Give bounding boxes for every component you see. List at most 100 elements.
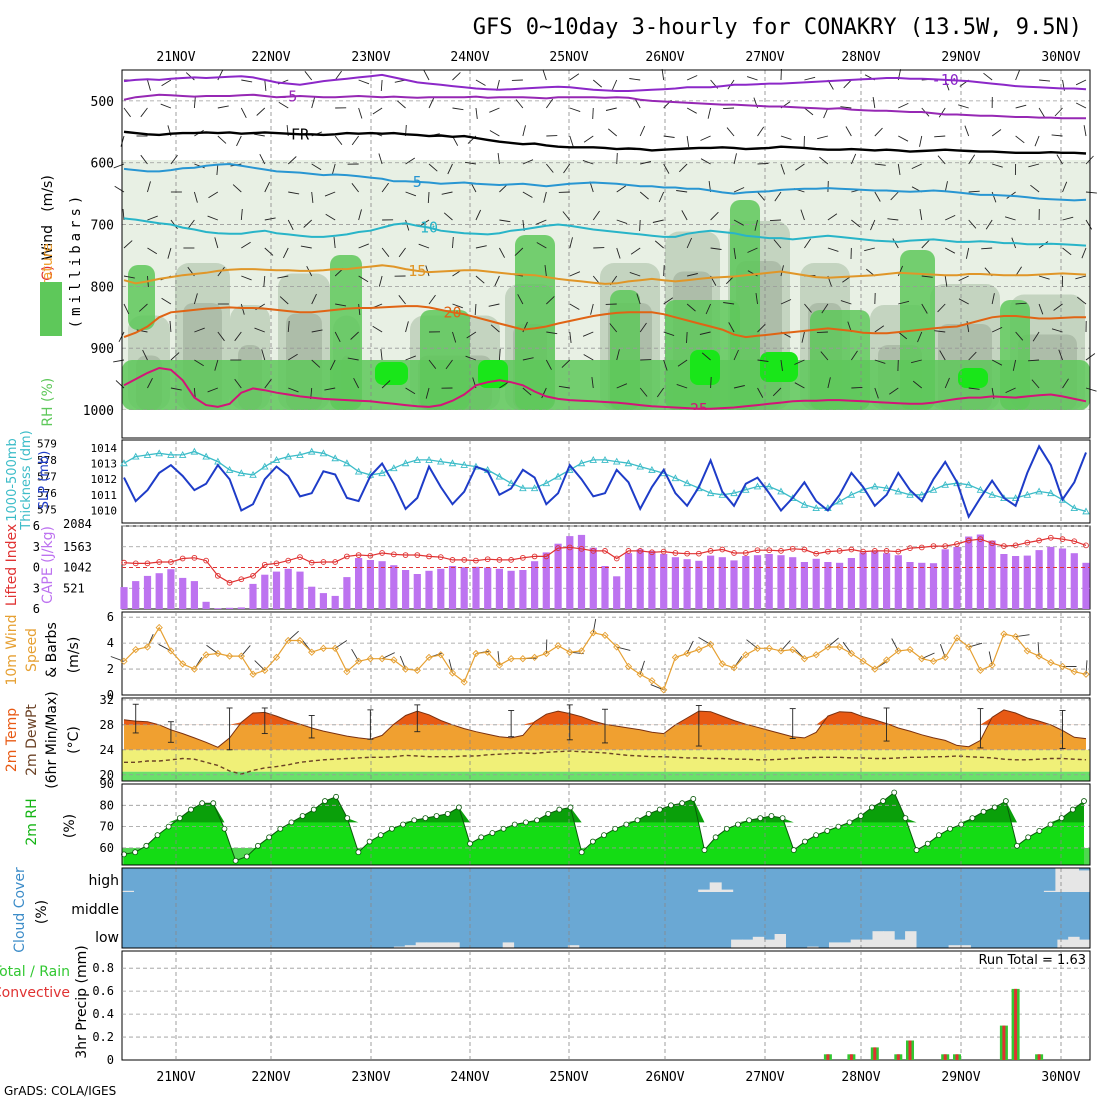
wind-barb: [288, 387, 299, 393]
li-point: [215, 572, 221, 579]
rh-bright-area: [760, 352, 798, 382]
cape-bar: [929, 563, 938, 609]
date-label-top: 24NOV: [450, 50, 489, 65]
wind-barb: [351, 183, 359, 193]
cape-bar: [883, 553, 891, 609]
wind-speed-point: [941, 653, 949, 662]
cape-bar: [507, 570, 515, 609]
rh-point: [958, 821, 965, 828]
wind-speed-point: [918, 655, 926, 663]
wind-barb: [264, 247, 274, 256]
wind-barb: [663, 331, 675, 337]
rh-point: [690, 796, 697, 802]
precip-convective-bar: [849, 1054, 853, 1060]
rh-point: [210, 800, 217, 807]
thickness-point: [460, 460, 468, 468]
wind-speed-point: [824, 643, 832, 651]
thickness-point: [143, 451, 152, 458]
cape-bar: [941, 549, 949, 609]
cape-bar: [1012, 556, 1020, 609]
cape-bar: [296, 571, 304, 609]
wind-barb: [515, 99, 524, 109]
cloud-cell: [1078, 870, 1091, 892]
rh-bright-area: [690, 350, 720, 385]
wind-barb: [358, 79, 370, 85]
wind-barb: [1075, 102, 1087, 109]
cape-bar: [425, 570, 433, 609]
thickness-point: [225, 465, 234, 473]
li-point: [355, 552, 362, 558]
thickness-ylabel: 1000-500mb: [5, 438, 20, 522]
wind-speed-point: [1023, 647, 1031, 655]
cape-bar: [577, 534, 586, 609]
rh-bright-area: [958, 368, 988, 388]
wind-barb: [985, 219, 993, 230]
wind-barb: [981, 247, 993, 250]
rh-point: [835, 823, 842, 830]
cape-bar: [753, 555, 762, 609]
li-point: [954, 541, 960, 547]
cloud-cell: [883, 931, 895, 948]
wind-barb: [452, 107, 464, 111]
wind-barb: [1038, 303, 1044, 315]
wind-barb: [287, 320, 290, 333]
thickness-point: [178, 451, 187, 458]
wind-barb: [1058, 349, 1063, 361]
wind-barb: [1015, 104, 1027, 109]
wind-barb: [428, 359, 437, 369]
li-point: [766, 547, 773, 554]
rh-green-area: [128, 265, 155, 330]
thickness-point: [929, 485, 938, 493]
wind-barb: [640, 161, 652, 165]
wind-speed-point: [495, 661, 504, 669]
cloud-cell: [404, 945, 417, 948]
wind-barb: [827, 377, 831, 389]
rh-point: [612, 825, 619, 832]
wind-barb: [747, 247, 758, 253]
rh-point: [176, 815, 183, 822]
wind-barb: [522, 357, 534, 361]
rh-tick-label: 60: [100, 841, 114, 855]
wind-barb: [910, 359, 922, 364]
wind-speed-point: [789, 645, 797, 654]
wind-barb: [263, 275, 266, 288]
wind-barb: [639, 322, 647, 333]
wind-barb: [123, 275, 135, 279]
rh-point: [802, 838, 808, 845]
wind-barb: [259, 153, 266, 165]
chart-title: GFS 0~10day 3-hourly for CONAKRY (13.5W,…: [473, 15, 1082, 40]
wind-barb: [1085, 387, 1097, 392]
wind-barb: [686, 303, 696, 312]
wind-barb: [728, 322, 735, 333]
thickness-point: [812, 504, 820, 512]
rh-point: [478, 834, 485, 841]
li-point: [461, 557, 468, 563]
wind-barb: [311, 163, 322, 171]
wind-barb: [850, 153, 857, 165]
wind-barb: [499, 219, 511, 223]
li-point: [801, 546, 808, 553]
wind-tick-label: 2: [107, 662, 114, 676]
thickness-point: [788, 494, 797, 502]
cape-bar: [132, 581, 140, 609]
li-point: [813, 550, 820, 557]
thickness-point: [319, 449, 328, 457]
wind-barb: [964, 125, 970, 137]
rh-point: [891, 789, 898, 796]
wind-barb: [329, 359, 336, 371]
rh-point: [444, 810, 451, 817]
cape-bar: [167, 569, 175, 609]
wind-barb: [544, 265, 547, 277]
wind-speed-point: [871, 665, 879, 673]
rh-point: [411, 817, 418, 824]
thickness-point: [894, 487, 903, 495]
wind-barb: [381, 182, 389, 193]
wind-barb: [452, 331, 457, 343]
wind-barb: [590, 303, 594, 315]
rh-point: [500, 825, 507, 832]
li-point: [566, 544, 573, 551]
thickness-point: [237, 469, 246, 477]
isotherm-line: [123, 305, 1086, 339]
thickness-point: [1070, 504, 1079, 512]
wind-speed-point: [1082, 670, 1090, 678]
